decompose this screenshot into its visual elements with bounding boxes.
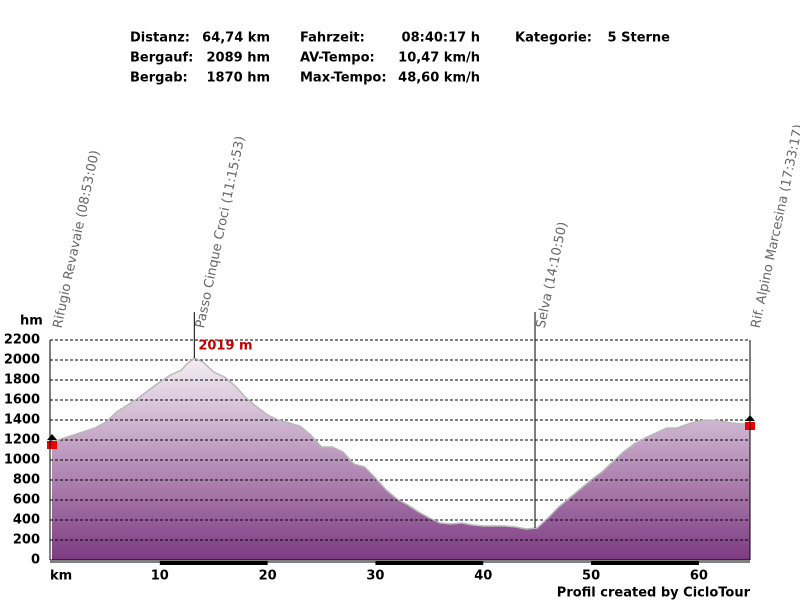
x-axis-band bbox=[591, 561, 699, 565]
y-tick-label: 1000 bbox=[4, 453, 40, 468]
start-marker-arrow bbox=[47, 434, 57, 440]
x-axis-band bbox=[159, 561, 268, 565]
stat-value: 2089 hm bbox=[206, 51, 270, 66]
y-tick-label: 2000 bbox=[4, 353, 40, 368]
start-marker bbox=[47, 441, 57, 449]
x-axis-band bbox=[375, 561, 484, 565]
x-tick-label: 60 bbox=[690, 569, 708, 584]
y-tick-label: 200 bbox=[13, 533, 40, 548]
y-tick-label: 0 bbox=[31, 553, 40, 568]
stat-value: 1870 hm bbox=[206, 71, 270, 86]
stat-label: AV-Tempo: bbox=[300, 51, 375, 66]
y-axis-label: hm bbox=[20, 314, 43, 329]
stat-value: 48,60 km/h bbox=[398, 71, 480, 86]
y-tick-label: 1600 bbox=[4, 393, 40, 408]
stat-label: Fahrzeit: bbox=[300, 31, 365, 46]
stat-label: Bergauf: bbox=[130, 51, 193, 66]
x-tick-label: 50 bbox=[582, 569, 600, 584]
x-tick-label: 30 bbox=[366, 569, 384, 584]
stat-label: Kategorie: bbox=[515, 31, 592, 46]
stat-label: Bergab: bbox=[130, 71, 188, 86]
stat-value: 64,74 km bbox=[202, 31, 270, 46]
x-tick-label: 40 bbox=[474, 569, 492, 584]
y-tick-label: 400 bbox=[13, 513, 40, 528]
y-tick-label: 600 bbox=[13, 493, 40, 508]
peak-label: 2019 m bbox=[198, 339, 252, 354]
y-tick-label: 1400 bbox=[4, 413, 40, 428]
elevation-line bbox=[51, 357, 751, 530]
stat-label: Max-Tempo: bbox=[300, 71, 387, 86]
x-tick-label: 20 bbox=[259, 569, 277, 584]
waypoint-label: Selva (14:10:50) bbox=[534, 221, 571, 330]
y-tick-label: 2200 bbox=[4, 333, 40, 348]
x-axis-label: km bbox=[50, 569, 72, 584]
x-tick-label: 10 bbox=[151, 569, 169, 584]
waypoint-label: Rif. Alpino Marcesina (17:33:17) bbox=[749, 123, 800, 329]
waypoint-label: Rifugio Revavaie (08:53:00) bbox=[51, 149, 103, 330]
elevation-area bbox=[52, 358, 750, 560]
y-tick-label: 800 bbox=[13, 473, 40, 488]
footer: Profil created by CicloTour bbox=[557, 586, 751, 600]
y-tick-label: 1200 bbox=[4, 433, 40, 448]
stat-label: Distanz: bbox=[130, 31, 190, 46]
stat-value: 08:40:17 h bbox=[402, 31, 480, 46]
stat-value: 10,47 km/h bbox=[398, 51, 480, 66]
stat-value: 5 Sterne bbox=[608, 31, 671, 46]
waypoint-label: Passo Cinque Croci (11:15:53) bbox=[193, 135, 248, 330]
y-tick-label: 1800 bbox=[4, 373, 40, 388]
